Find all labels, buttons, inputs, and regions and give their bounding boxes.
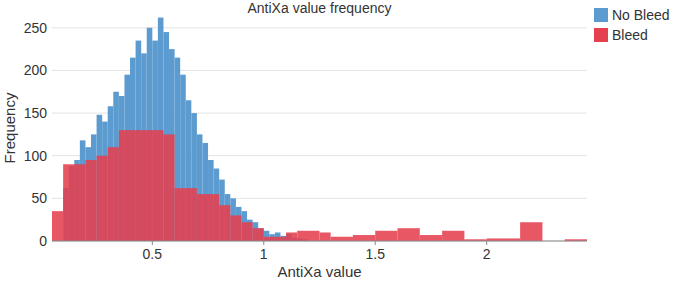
y-tick-label: 250 [24,20,48,36]
hist-bar [163,134,174,241]
chart: 0.5 1 1.5 2 0 50 100 150 200 250 AntiXa value freq… [0,0,685,282]
x-tick-label: 2 [483,246,491,262]
y-axis-label: Frequency [1,92,18,163]
hist-bar [442,231,464,241]
hist-bar [375,231,397,241]
hist-bar [320,232,331,241]
grid-line [52,241,587,242]
hist-bar [175,188,197,241]
hist-bar [97,156,108,241]
hist-bar [264,237,286,241]
hist-bar [398,228,420,241]
hist-bar [253,228,264,241]
x-tick-label: 0.5 [143,246,163,262]
legend-swatch [594,8,608,22]
y-tick-label: 200 [24,62,48,78]
hist-bar [286,232,297,241]
hist-bar [130,130,163,241]
hist-bar [297,231,319,241]
hist-bar [63,164,85,241]
title: AntiXa value frequency [248,0,392,16]
x-tick [486,241,487,245]
legend-swatch [594,28,608,42]
legend-label: Bleed [612,27,648,43]
x-tick [375,241,376,245]
hist-bar [108,147,119,241]
grid-line [52,27,587,28]
y-tick-label: 50 [31,190,47,206]
x-axis-label: AntiXa value [277,263,361,280]
hist-bar [230,215,241,241]
hist-bar [119,130,130,241]
x-tick [152,241,153,245]
hist-bar [52,211,63,241]
hist-bar [219,205,230,241]
legend-label: No Bleed [612,7,670,23]
hist-bar [197,194,219,241]
hist-bar [331,237,353,241]
hist-bar [520,222,542,241]
hist-bar [420,235,442,241]
x-tick-label: 1.5 [365,246,385,262]
hist-bar [85,160,96,241]
y-tick-label: 150 [24,105,48,121]
bars [52,18,587,241]
x-axis-line [52,241,587,242]
y-tick-label: 100 [24,148,48,164]
hist-bar [353,235,375,241]
hist-bar [241,222,252,241]
y-tick-label: 0 [39,233,47,249]
x-tick [263,241,264,245]
x-tick-label: 1 [260,246,268,262]
